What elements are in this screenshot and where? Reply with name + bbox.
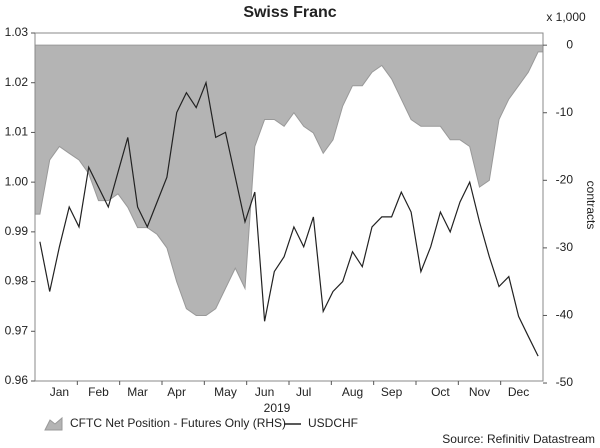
x-tick-label: Aug bbox=[342, 385, 363, 399]
line bbox=[39, 80, 539, 357]
y-tick-label: 1.00 bbox=[5, 174, 29, 188]
x-tick-label: Jan bbox=[50, 385, 69, 399]
x-tick-label: Mar bbox=[127, 385, 148, 399]
y-tick-label: 0.99 bbox=[5, 224, 29, 238]
x-tick-label: Apr bbox=[167, 385, 186, 399]
x-tick-label: Sep bbox=[381, 385, 403, 399]
x-tick-label: Feb bbox=[88, 385, 109, 399]
chart-title: Swiss Franc bbox=[243, 4, 336, 21]
y2-axis-label: contracts bbox=[584, 181, 598, 230]
source: Source: Refinitiv Datastream bbox=[442, 432, 595, 446]
x-tick-label: May bbox=[214, 385, 237, 399]
y2-tick-label: -30 bbox=[556, 240, 574, 254]
x-tick-label: Jul bbox=[296, 385, 311, 399]
y-tick-label: 0.96 bbox=[5, 373, 29, 387]
y2-tick-label: -10 bbox=[556, 105, 574, 119]
legend-label: USDCHF bbox=[308, 416, 358, 430]
legend-swatch bbox=[44, 416, 63, 431]
x-axis-label: 2019 bbox=[264, 401, 291, 415]
y-tick-label: 0.98 bbox=[5, 274, 29, 288]
legend-label: CFTC Net Position - Futures Only (RHS) bbox=[70, 416, 286, 430]
y2-tick-label: 0 bbox=[566, 37, 573, 51]
y2-tick-label: -40 bbox=[556, 308, 574, 322]
y-tick-label: 1.01 bbox=[5, 125, 29, 139]
y2-tick-label: -50 bbox=[556, 375, 574, 389]
x-tick-label: Nov bbox=[469, 385, 490, 399]
y-tick-label: 0.97 bbox=[5, 323, 29, 337]
y-tick-label: 1.03 bbox=[5, 25, 29, 39]
x-tick-label: Dec bbox=[508, 385, 529, 399]
x-tick-label: Oct bbox=[431, 385, 450, 399]
y2-tick-label: -20 bbox=[556, 172, 574, 186]
y2-unit: x 1,000 bbox=[546, 10, 586, 24]
y-tick-label: 1.02 bbox=[5, 75, 29, 89]
x-tick-label: Jun bbox=[255, 385, 274, 399]
area bbox=[34, 44, 544, 316]
